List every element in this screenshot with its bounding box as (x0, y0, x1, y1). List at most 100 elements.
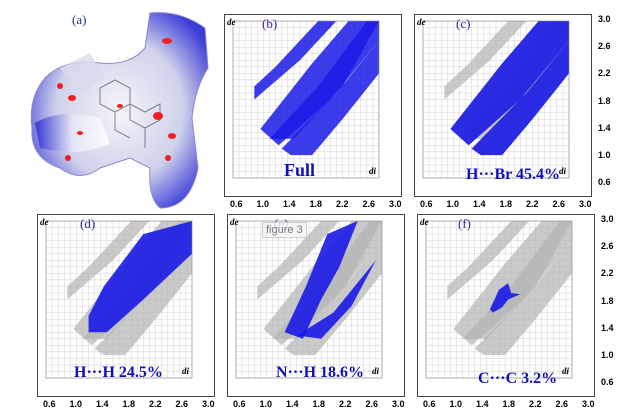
y-tick-label: 2.6 (601, 241, 614, 252)
axis-label-di: di (372, 366, 380, 376)
contact-region (489, 283, 521, 313)
fingerprint-region (447, 221, 530, 300)
x-tick-label: 1.4 (286, 399, 299, 409)
x-tick-label: 1.0 (69, 399, 83, 409)
fingerprint-plot-h-h: de di (37, 214, 215, 397)
x-tick-label: 0.6 (420, 199, 433, 209)
x-tick-label: 1.4 (283, 199, 296, 209)
y-tick-label: 1.0 (598, 150, 611, 160)
contact-region (296, 260, 376, 339)
panel-label-a: (a) (72, 12, 87, 27)
y-tick-label: 2.2 (601, 268, 614, 279)
x-tick-label: 2.6 (555, 399, 569, 409)
x-tick-label: 1.4 (473, 199, 486, 209)
x-tick-label: 1.8 (309, 199, 323, 209)
y-tick-label: 2.6 (598, 41, 611, 52)
y-tick-label: 0.6 (598, 177, 611, 188)
fingerprint-svg (422, 20, 570, 179)
panel-label-d: (d) (80, 216, 96, 231)
contact-region (450, 21, 569, 146)
x-tick-label: 2.2 (336, 199, 349, 209)
x-tick-label: 1.0 (259, 399, 273, 409)
fingerprint-region (444, 21, 527, 100)
x-tick-label: 0.6 (230, 199, 243, 209)
x-tick-label: 1.0 (446, 199, 460, 209)
fingerprint-plot-n-h: de di (227, 214, 405, 397)
y-tick-label: 1.8 (601, 295, 614, 306)
fingerprint-svg (45, 220, 193, 379)
y-tick-label: 3.0 (601, 214, 614, 224)
axis-label-di: di (562, 366, 570, 376)
caption-n-h: N···H 18.6% (276, 364, 365, 381)
x-tick-label: 3.0 (579, 199, 592, 209)
x-tick-label: 1.8 (499, 199, 513, 209)
fingerprint-plot-h-br: de di (414, 14, 592, 197)
x-tick-label: 2.6 (365, 399, 379, 409)
caption-h-br: H···Br 45.4% (466, 166, 560, 183)
x-tick-label: 1.8 (312, 399, 326, 409)
plot-area-border (232, 20, 380, 179)
caption-c-c: C···C 3.2% (478, 370, 558, 387)
x-tick-label: 1.0 (449, 399, 463, 409)
fingerprint-svg (232, 20, 380, 179)
fingerprint-region (94, 240, 192, 356)
plot-area-border (45, 220, 193, 379)
fingerprint-region (281, 40, 379, 156)
y-tick-label: 1.4 (598, 122, 611, 133)
panel-label-b: (b) (262, 16, 278, 31)
contact-region (471, 40, 569, 156)
plot-area-border (425, 220, 573, 379)
fingerprint-region (269, 21, 379, 139)
x-tick-label: 0.6 (43, 399, 56, 409)
plot-area-border (235, 220, 383, 379)
x-tick-label: 3.0 (392, 399, 405, 409)
axis-label-de: de (230, 217, 239, 227)
contact-region (88, 221, 192, 333)
y-tick-label: 3.0 (598, 14, 611, 24)
axis-label-di: di (182, 366, 190, 376)
fingerprint-region (254, 21, 337, 100)
caption-h-h: H···H 24.5% (74, 364, 163, 381)
axis-label-de: de (40, 217, 49, 227)
axis-label-de: de (227, 17, 236, 27)
fingerprint-svg (235, 220, 383, 379)
y-tick-label: 2.2 (598, 68, 611, 79)
fingerprint-plot-full: de di (224, 14, 402, 197)
fingerprint-region (474, 240, 572, 356)
x-tick-label: 1.4 (96, 399, 109, 409)
x-tick-label: 0.6 (423, 399, 436, 409)
fingerprint-region (257, 221, 340, 300)
x-tick-label: 1.0 (256, 199, 270, 209)
fingerprint-plot-c-c: de di (417, 214, 595, 397)
x-tick-label: 2.2 (339, 399, 352, 409)
y-tick-label: 1.0 (601, 350, 614, 360)
y-tick-label: 1.4 (601, 322, 614, 333)
fingerprint-region (67, 221, 150, 300)
fingerprint-svg (425, 220, 573, 379)
x-tick-label: 3.0 (389, 199, 402, 209)
x-tick-label: 1.8 (122, 399, 136, 409)
caption-full: Full (284, 160, 316, 180)
hirshfeld-surface-panel: (a) (20, 8, 220, 213)
fingerprint-region (284, 240, 382, 356)
axis-label-de: de (417, 17, 426, 27)
contact-region (284, 221, 358, 339)
x-tick-label: 2.2 (529, 399, 542, 409)
panel-label-c: (c) (456, 16, 471, 31)
x-tick-label: 3.0 (582, 399, 595, 409)
x-tick-label: 0.6 (233, 399, 246, 409)
axis-label-di: di (369, 166, 377, 176)
figure-overlay-caption: figure 3 (262, 222, 307, 238)
panel-label-f: (f) (458, 216, 471, 231)
axis-label-di: di (559, 166, 567, 176)
x-tick-label: 1.8 (502, 399, 516, 409)
x-tick-label: 2.6 (552, 199, 566, 209)
x-tick-label: 3.0 (202, 399, 215, 409)
axis-label-de: de (420, 217, 429, 227)
x-tick-label: 2.6 (175, 399, 189, 409)
x-tick-label: 2.2 (149, 399, 162, 409)
y-tick-label: 0.6 (601, 377, 614, 388)
y-tick-label: 1.8 (598, 95, 611, 106)
plot-area-border (422, 20, 570, 179)
x-tick-label: 1.4 (476, 399, 489, 409)
